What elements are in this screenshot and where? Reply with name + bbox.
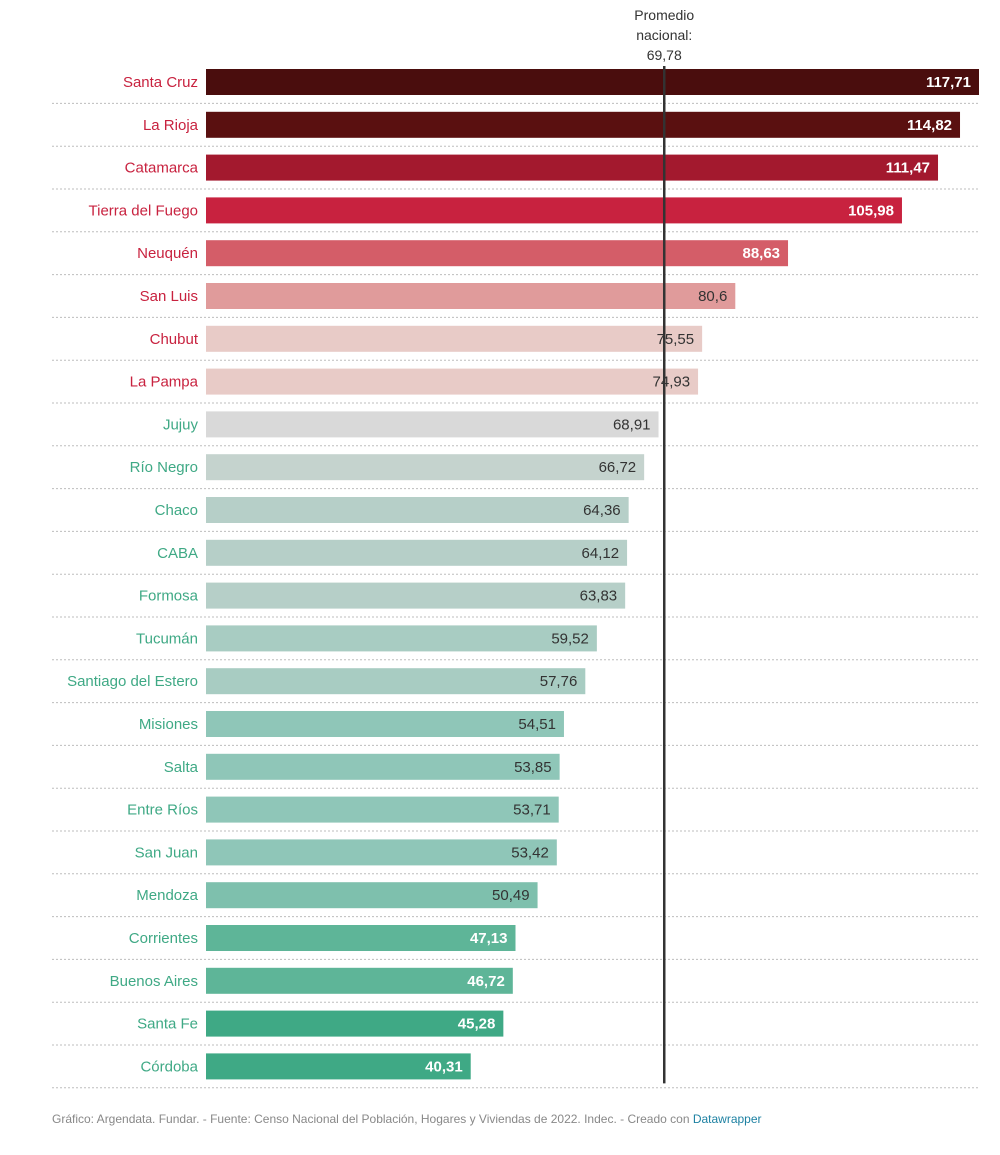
value-label: 80,6 xyxy=(698,288,727,305)
category-label: Neuquén xyxy=(137,245,198,262)
bar xyxy=(206,668,586,695)
category-label: Córdoba xyxy=(140,1058,198,1075)
category-label: Buenos Aires xyxy=(110,973,198,990)
category-label: Río Negro xyxy=(130,459,198,476)
value-label: 66,72 xyxy=(599,459,637,476)
value-label: 50,49 xyxy=(492,887,530,904)
category-label: San Juan xyxy=(135,844,198,861)
bar xyxy=(206,154,939,181)
bar xyxy=(206,582,626,609)
bar xyxy=(206,796,559,823)
category-label: Tucumán xyxy=(136,630,198,647)
category-label: Santa Fe xyxy=(137,1016,198,1033)
chart-footer: Gráfico: Argendata. Fundar. - Fuente: Ce… xyxy=(52,1112,982,1126)
bar xyxy=(206,882,538,909)
bar xyxy=(206,111,961,138)
bar xyxy=(206,1010,504,1037)
value-label: 53,85 xyxy=(514,759,552,776)
category-label: Mendoza xyxy=(136,887,198,904)
datawrapper-link[interactable]: Datawrapper xyxy=(692,1112,762,1126)
value-label: 57,76 xyxy=(540,673,578,690)
bar xyxy=(206,497,629,523)
category-label: San Luis xyxy=(140,288,198,305)
value-label: 117,71 xyxy=(926,74,971,91)
bars-group xyxy=(206,69,979,1080)
category-label: Santa Cruz xyxy=(123,74,198,91)
footer-text: Gráfico: Argendata. Fundar. - Fuente: Ce… xyxy=(52,1112,693,1126)
bar xyxy=(206,711,564,737)
reference-line-label: Promedio xyxy=(634,7,694,23)
value-label: 63,83 xyxy=(580,588,618,605)
value-label: 105,98 xyxy=(848,202,894,219)
category-label: Salta xyxy=(164,759,199,776)
value-label: 68,91 xyxy=(613,416,651,433)
value-label: 64,12 xyxy=(582,545,620,562)
category-label: Misiones xyxy=(139,716,198,733)
category-label: Corrientes xyxy=(129,930,198,947)
bar xyxy=(206,197,902,224)
bar-chart: Promedio nacional: 69,78 Santa Cruz La Rioj… xyxy=(52,7,979,1089)
bar xyxy=(206,325,703,352)
reference-line-label: 69,78 xyxy=(647,47,682,63)
category-label: Santiago del Estero xyxy=(67,673,198,690)
value-label: 46,72 xyxy=(467,973,505,990)
value-label: 40,31 xyxy=(425,1058,463,1075)
bar xyxy=(206,69,979,95)
bar xyxy=(206,967,513,994)
bar xyxy=(206,839,557,866)
value-labels-group: 117,71 114,82 111,47 105,98 88,63 80,6 75,55 74… xyxy=(425,74,971,1075)
bar xyxy=(206,240,789,267)
category-label: Chubut xyxy=(150,331,199,348)
category-label: Catamarca xyxy=(125,160,199,177)
category-label: Chaco xyxy=(155,502,198,519)
reference-line-label: nacional: xyxy=(636,27,692,43)
value-label: 53,71 xyxy=(513,802,551,819)
bar xyxy=(206,411,659,438)
value-label: 59,52 xyxy=(551,630,589,647)
category-label: Jujuy xyxy=(163,416,199,433)
value-label: 53,42 xyxy=(511,844,549,861)
category-label: Tierra del Fuego xyxy=(89,202,199,219)
value-label: 45,28 xyxy=(458,1016,496,1033)
bar xyxy=(206,539,628,566)
category-label: La Pampa xyxy=(130,374,199,391)
value-label: 74,93 xyxy=(653,374,691,391)
category-labels-group: Santa Cruz La Rioja Catamarca Tierra del Fu… xyxy=(67,74,199,1075)
category-label: CABA xyxy=(157,545,198,562)
category-label: Formosa xyxy=(139,588,199,605)
category-label: La Rioja xyxy=(143,117,199,134)
bar xyxy=(206,925,516,951)
value-label: 114,82 xyxy=(907,117,952,134)
category-label: Entre Ríos xyxy=(127,802,198,819)
value-label: 88,63 xyxy=(742,245,780,262)
row-separators xyxy=(52,102,979,1089)
bar xyxy=(206,454,645,481)
value-label: 111,47 xyxy=(886,160,930,177)
bar xyxy=(206,753,560,780)
bar xyxy=(206,283,736,309)
bar xyxy=(206,1053,471,1080)
value-label: 64,36 xyxy=(583,502,621,519)
reference-line-group: Promedio nacional: 69,78 xyxy=(634,7,694,1084)
value-label: 54,51 xyxy=(518,716,556,733)
bar xyxy=(206,625,597,652)
value-label: 47,13 xyxy=(470,930,508,947)
value-label: 75,55 xyxy=(657,331,695,348)
bar xyxy=(206,368,699,395)
